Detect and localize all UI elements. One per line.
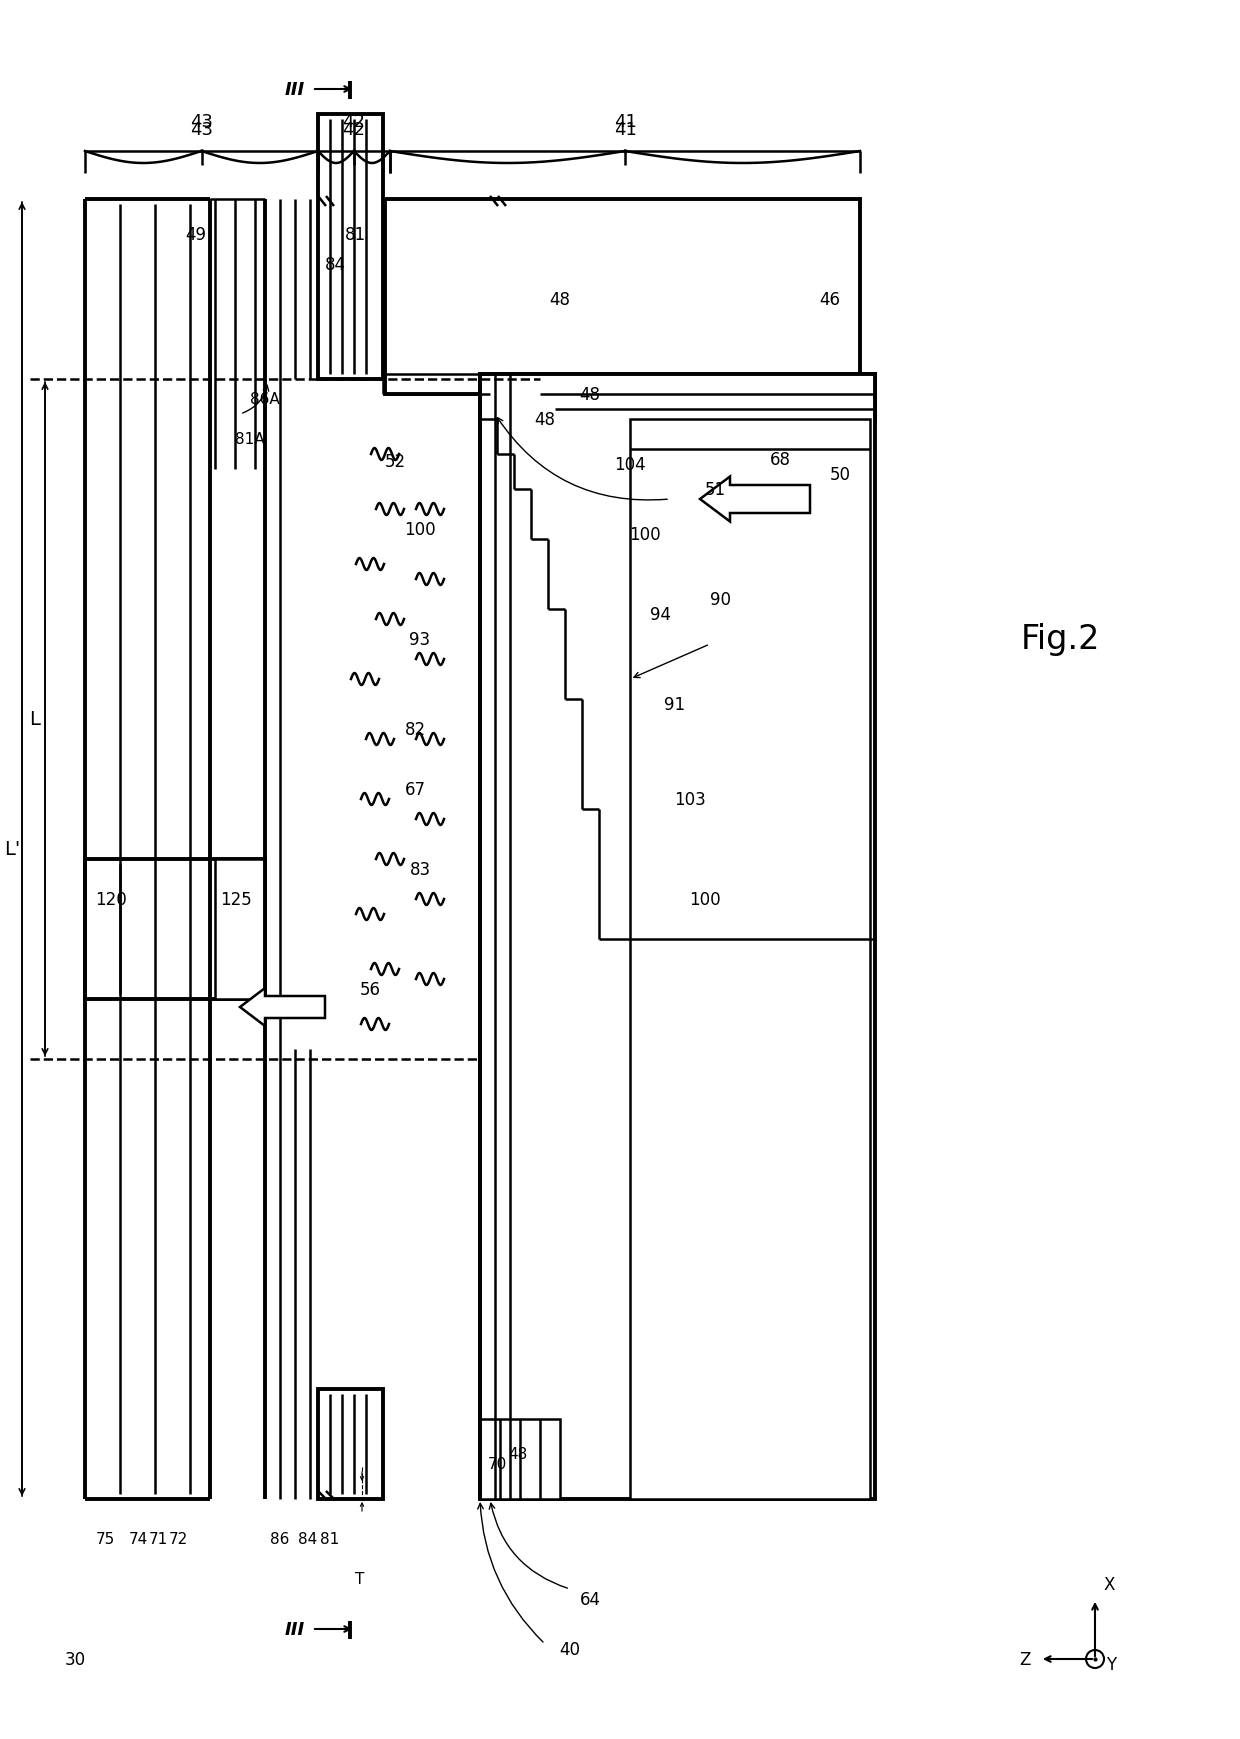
Text: 91: 91	[665, 696, 686, 713]
Text: 48: 48	[579, 386, 600, 403]
Text: 42: 42	[342, 113, 366, 130]
Text: 48: 48	[549, 290, 570, 310]
Text: 72: 72	[169, 1532, 187, 1546]
Text: 74: 74	[129, 1532, 148, 1546]
Text: 104: 104	[614, 456, 646, 473]
FancyArrow shape	[241, 988, 325, 1026]
Text: 52: 52	[384, 452, 405, 471]
Text: 49: 49	[185, 226, 206, 243]
Text: 93: 93	[409, 631, 430, 649]
Text: 41: 41	[614, 122, 636, 139]
Text: III: III	[285, 1621, 305, 1638]
Text: Fig.2: Fig.2	[1021, 623, 1100, 656]
Text: 83: 83	[409, 861, 430, 878]
Text: 64: 64	[579, 1589, 600, 1609]
Text: 100: 100	[629, 525, 661, 544]
Text: 100: 100	[404, 520, 435, 539]
Text: 81: 81	[320, 1532, 340, 1546]
Text: Z: Z	[1019, 1650, 1030, 1668]
Text: 100: 100	[689, 890, 720, 908]
Bar	[86, 859, 265, 1000]
Text: 71: 71	[149, 1532, 167, 1546]
Text: 70: 70	[487, 1457, 507, 1471]
Text: 48: 48	[508, 1447, 528, 1462]
Text: 43: 43	[190, 113, 213, 130]
Text: III: III	[285, 82, 305, 99]
Text: 90: 90	[709, 591, 730, 609]
Bar	[215, 859, 265, 1000]
FancyArrow shape	[701, 476, 810, 522]
Text: 67: 67	[404, 781, 425, 798]
Text: 40: 40	[559, 1640, 580, 1657]
Text: 41: 41	[614, 113, 636, 130]
Bar	[630, 419, 870, 1499]
Text: 120: 120	[95, 890, 126, 908]
Text: 81A: 81A	[236, 433, 264, 447]
Text: 94: 94	[650, 605, 671, 624]
Text: 51: 51	[704, 480, 725, 499]
Bar	[317, 115, 383, 379]
Text: 84: 84	[325, 256, 346, 273]
Bar	[480, 1419, 560, 1499]
Text: 86: 86	[270, 1532, 290, 1546]
Text: 125: 125	[219, 890, 252, 908]
Bar	[480, 376, 875, 419]
Text: L': L'	[4, 840, 20, 859]
Text: T: T	[356, 1572, 365, 1586]
Text: 46: 46	[820, 290, 841, 310]
Text: 56: 56	[360, 981, 381, 998]
Text: 81: 81	[345, 226, 366, 243]
Text: Y: Y	[1106, 1656, 1116, 1673]
Text: 42: 42	[342, 122, 366, 139]
Text: 103: 103	[675, 791, 706, 809]
Text: L: L	[30, 710, 41, 729]
Text: 75: 75	[95, 1532, 114, 1546]
Bar	[480, 376, 875, 1499]
Text: 84: 84	[299, 1532, 317, 1546]
Bar	[384, 200, 861, 395]
Text: 82: 82	[404, 720, 425, 739]
Text: X: X	[1104, 1576, 1115, 1593]
Text: 43: 43	[190, 122, 213, 139]
Text: 50: 50	[830, 466, 851, 483]
Text: 68: 68	[770, 450, 791, 470]
Text: 86A: 86A	[250, 393, 280, 407]
Text: 30: 30	[64, 1650, 86, 1668]
Text: 48: 48	[534, 410, 556, 430]
Bar	[317, 1389, 383, 1499]
